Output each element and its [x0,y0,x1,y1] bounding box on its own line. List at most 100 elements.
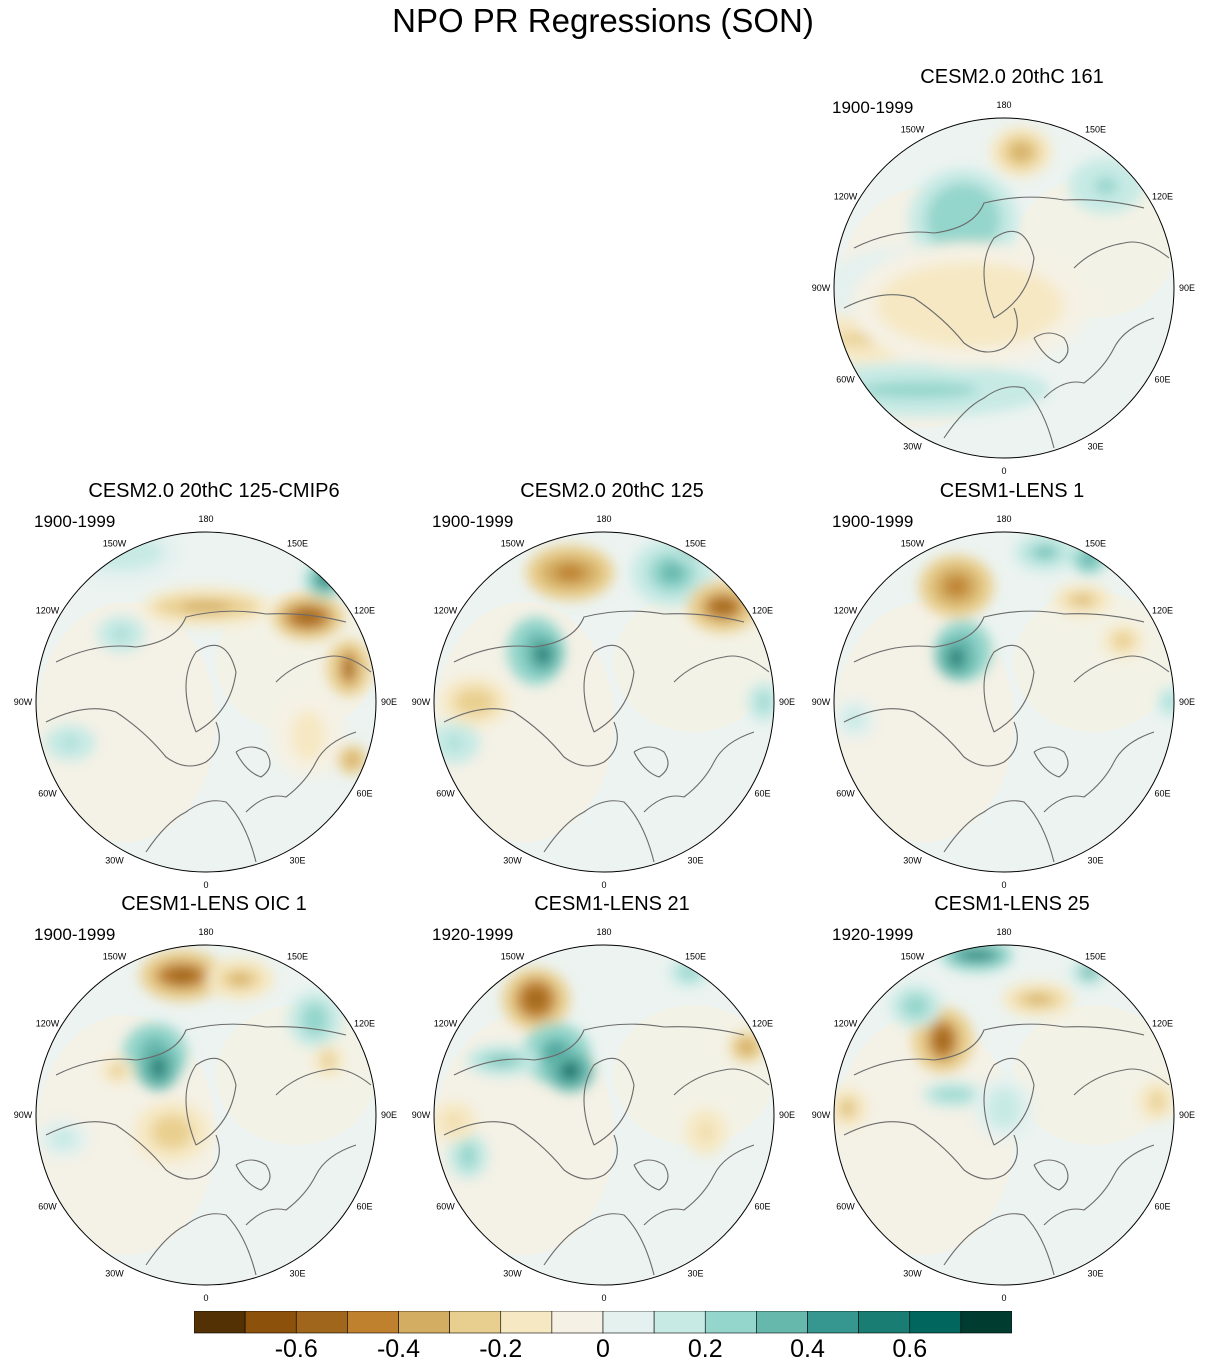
anomaly-core [942,1092,964,1098]
longitude-label: 90W [412,1110,431,1120]
longitude-label: 150E [1085,952,1106,962]
longitude-label: 150W [901,125,925,135]
colorbar-swatch [551,1310,604,1334]
longitude-label: 150W [901,539,925,549]
map-border [833,117,1175,459]
longitude-label: 60W [836,1202,855,1212]
longitude-label: 30E [289,855,305,865]
longitude-label: 120E [752,1019,773,1029]
map-panel: CESM1-LENS OIC 1 180 150E 120E 90E 60E 30E 0 30W… [14,893,397,1303]
anomaly-core [539,649,547,660]
anomaly-core [155,1061,162,1074]
longitude-label: 120E [1152,1019,1173,1029]
anomaly-core [923,283,1017,327]
longitude-label: 30E [1087,1268,1103,1278]
longitude-label: 120W [434,1019,458,1029]
colorbar-tick-label: 0.2 [687,1335,723,1363]
polar-map: 180 150E 120E 90E 60E 30E 0 30W 60W 90W 120W 150W [14,927,397,1303]
map-panel: CESM2.0 20thC 125 180 150E 120E 90E 60E 30E 0 30… [412,480,795,890]
colorbar-swatch [500,1310,553,1334]
anomaly-core [908,1000,923,1013]
panel-title: CESM2.0 20thC 125 [520,480,704,502]
longitude-label: 30W [503,1268,522,1278]
polar-map: 180 150E 120E 90E 60E 30E 0 30W 60W 90W 120W 150W [812,100,1195,476]
panel-period: 1900-1999 [832,512,914,531]
longitude-label: 150E [685,952,706,962]
longitude-label: 90E [1179,283,1195,293]
colorbar-tick-label: -0.2 [479,1335,523,1363]
coastlines [45,610,372,863]
longitude-label: 90W [412,697,431,707]
panel-period: 1900-1999 [34,925,116,944]
panel-title: CESM1-LENS 21 [534,893,690,915]
anomaly-core [490,1057,514,1064]
anomaly-region [314,569,336,590]
colorbar: -0.6 -0.4 -0.2 0 0.2 0.4 0.6 [193,1310,1013,1367]
anomaly-core [1026,995,1050,1004]
anomaly-core [564,1065,576,1076]
anomaly-core [349,756,355,764]
colorbar-swatch [960,1310,1013,1334]
anomaly-core [344,659,354,677]
longitude-label: 0 [1001,880,1006,890]
longitude-label: 150E [685,539,706,549]
anomaly-core [554,564,586,582]
longitude-label: 0 [601,1293,606,1303]
coastlines [443,610,770,863]
anomaly-core [859,381,979,399]
longitude-label: 150W [501,952,525,962]
anomaly-core [1085,555,1093,563]
map-panel: CESM1-LENS 25 180 150E 120E 90E 60E 30E 0 30W 60W… [812,893,1195,1303]
longitude-label: 150W [103,539,127,549]
polar-map: 180 150E 120E 90E 60E 30E 0 30W 60W 90W 120W 150W [412,927,795,1303]
anomaly-core [180,601,232,612]
anomaly-core [964,951,989,959]
colorbar-swatch [756,1310,808,1334]
coastlines [443,1023,770,1276]
longitude-label: 120E [752,606,773,616]
map-panel: CESM2.0 20thC 125-CMIP6 180 150E 120E 90E 60E… [14,480,397,890]
longitude-label: 60E [356,1202,372,1212]
panel-title: CESM1-LENS OIC 1 [121,893,307,915]
anomaly-core [464,695,485,709]
coastlines [843,196,1170,449]
longitude-label: 90E [381,1110,397,1120]
anomaly-core [168,968,196,983]
polar-map: 180 150E 120E 90E 60E 30E 0 30W 60W 90W 120W 150W [14,514,397,890]
polar-map: 180 150E 120E 90E 60E 30E 0 30W 60W 90W 120W 150W [812,514,1195,890]
longitude-label: 150E [287,952,308,962]
panel-title: CESM2.0 20thC 125-CMIP6 [88,480,340,502]
colorbar-tick-label: 0.4 [790,1335,825,1363]
longitude-label: 150W [901,952,925,962]
longitude-label: 30W [903,441,922,451]
longitude-label: 0 [203,1293,208,1303]
longitude-label: 60E [754,789,770,799]
colorbar-tick-label: 0.6 [892,1335,928,1363]
longitude-label: 0 [1001,1293,1006,1303]
longitude-label: 120E [354,606,375,616]
map-border [433,531,775,873]
longitude-label: 90E [779,1110,795,1120]
anomaly-core [953,652,960,663]
colorbar-swatch [449,1310,502,1334]
longitude-label: 180 [596,514,611,524]
colorbar-swatch [398,1310,450,1334]
anomaly-core [56,1133,70,1144]
longitude-label: 120E [354,1019,375,1029]
colorbar-tick-label: -0.6 [274,1335,318,1363]
panel-period: 1920-1999 [832,925,914,944]
anomaly-core [842,126,860,144]
anomaly-core [296,610,320,624]
anomaly-core [325,1056,331,1065]
longitude-label: 90E [1179,697,1195,707]
polar-map: 180 150E 120E 90E 60E 30E 0 30W 60W 90W 120W 150W [412,514,795,890]
map-border [433,944,775,1286]
anomaly-core [319,574,331,585]
longitude-label: 30W [105,1268,124,1278]
anomaly-core [761,696,767,708]
longitude-label: 150W [501,539,525,549]
colorbar-bar [193,1310,1013,1334]
anomaly-core [463,1149,473,1163]
anomaly-core [1010,143,1032,161]
longitude-label: 90W [812,1110,831,1120]
